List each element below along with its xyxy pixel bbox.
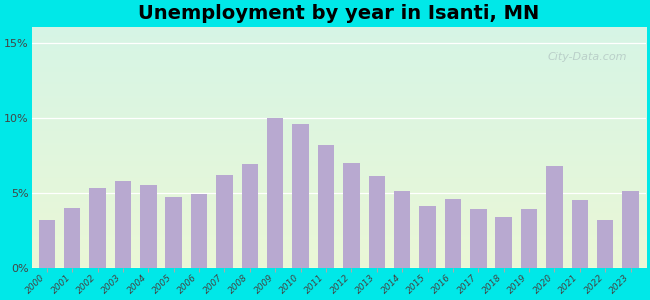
Bar bbox=[216, 175, 233, 268]
Bar bbox=[89, 188, 106, 268]
Bar bbox=[242, 164, 258, 268]
Bar bbox=[622, 191, 639, 268]
Bar bbox=[597, 220, 614, 268]
Title: Unemployment by year in Isanti, MN: Unemployment by year in Isanti, MN bbox=[138, 4, 540, 23]
Bar bbox=[521, 209, 538, 268]
Text: City-Data.com: City-Data.com bbox=[548, 52, 627, 61]
Bar bbox=[419, 206, 436, 268]
Bar bbox=[369, 176, 385, 268]
Bar bbox=[38, 220, 55, 268]
Bar bbox=[394, 191, 410, 268]
Bar bbox=[445, 199, 461, 268]
Bar bbox=[267, 118, 283, 268]
Bar bbox=[166, 197, 182, 268]
Bar bbox=[571, 200, 588, 268]
Bar bbox=[64, 208, 81, 268]
Bar bbox=[470, 209, 487, 268]
Bar bbox=[292, 124, 309, 268]
Bar bbox=[495, 217, 512, 268]
Bar bbox=[318, 145, 334, 268]
Bar bbox=[191, 194, 207, 268]
Bar bbox=[114, 181, 131, 268]
Bar bbox=[140, 185, 157, 268]
Bar bbox=[546, 166, 563, 268]
Bar bbox=[343, 163, 359, 268]
